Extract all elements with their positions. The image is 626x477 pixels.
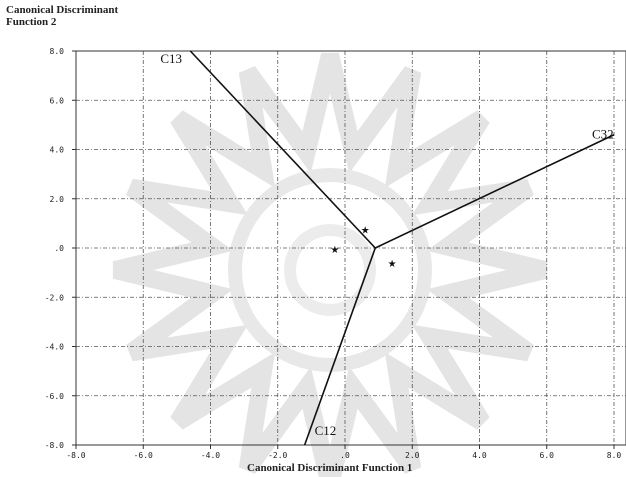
centroid-marker-2: ★ <box>388 259 397 270</box>
y-tick-label-3: 2.0 <box>50 195 65 204</box>
y-tick-label-6: -4.0 <box>45 343 64 352</box>
group-centroids: ★ ★ ★ <box>330 226 396 270</box>
y-tick-label-0: 8.0 <box>50 47 65 56</box>
boundary-label-c12: C12 <box>315 423 337 438</box>
grid-lines <box>76 50 626 445</box>
x-axis-ticks: -8.0 -6.0 -4.0 -2.0 .0 2.0 4.0 6.0 8.0 <box>66 445 621 460</box>
x-axis-title: Canonical Discriminant Function 1 <box>247 462 413 474</box>
territory-boundaries: C13 C32 C12 <box>160 50 615 446</box>
watermark-inner-ring <box>228 168 432 372</box>
watermark-core-ring <box>284 224 376 316</box>
x-tick-label-7: 6.0 <box>540 451 555 460</box>
x-tick-label-4: .0 <box>340 451 350 460</box>
y-tick-label-8: -8.0 <box>45 441 64 450</box>
x-tick-label-6: 4.0 <box>472 451 487 460</box>
x-tick-label-1: -6.0 <box>134 451 153 460</box>
boundary-line-c13 <box>189 50 376 249</box>
x-tick-label-5: 2.0 <box>405 451 420 460</box>
y-tick-label-2: 4.0 <box>50 146 65 155</box>
x-tick-label-3: -2.0 <box>268 451 287 460</box>
y-axis-title: Canonical Discriminant Function 2 <box>6 4 118 28</box>
boundary-line-c32 <box>374 134 615 249</box>
y-tick-label-5: -2.0 <box>45 293 64 302</box>
x-tick-label-2: -4.0 <box>201 451 220 460</box>
y-tick-label-4: .0 <box>54 244 64 253</box>
watermark-outer-star <box>112 52 548 477</box>
boundary-label-c13: C13 <box>160 51 182 66</box>
x-tick-label-0: -8.0 <box>66 451 85 460</box>
boundary-label-c32: C32 <box>592 127 614 142</box>
watermark-ornament <box>112 52 548 477</box>
y-axis-ticks: 8.0 6.0 4.0 2.0 .0 -2.0 -4.0 -6.0 -8.0 <box>45 47 76 450</box>
y-axis-title-line-2: Function 2 <box>6 16 57 28</box>
x-tick-label-8: 8.0 <box>607 451 622 460</box>
centroid-marker-0: ★ <box>361 226 370 237</box>
centroid-marker-1: ★ <box>330 245 339 256</box>
y-tick-label-1: 6.0 <box>50 96 65 105</box>
y-tick-label-7: -6.0 <box>45 392 64 401</box>
boundary-line-c12 <box>303 247 377 446</box>
y-axis-title-line-1: Canonical Discriminant <box>6 4 119 16</box>
